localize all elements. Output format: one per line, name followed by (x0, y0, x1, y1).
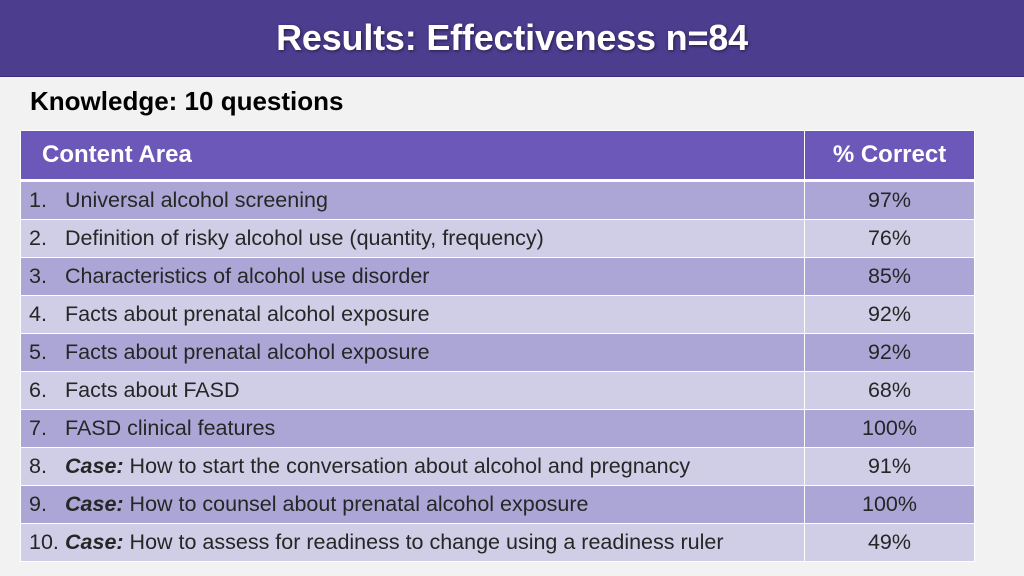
table-row: 2. Definition of risky alcohol use (quant… (20, 219, 975, 258)
table-row: 4. Facts about prenatal alcohol exposure … (20, 295, 975, 334)
table-row: 3. Characteristics of alcohol use disorde… (20, 257, 975, 296)
content-area-cell: 2. Definition of risky alcohol use (quant… (20, 219, 805, 258)
content-area-cell: 8. Case: How to start the conversation ab… (20, 447, 805, 486)
percent-correct-cell: 92% (804, 295, 975, 334)
section-subtitle: Knowledge: 10 questions (30, 86, 344, 116)
table-row: 8. Case: How to start the conversation ab… (20, 447, 975, 486)
percent-correct-cell: 76% (804, 219, 975, 258)
percent-correct-cell: 91% (804, 447, 975, 486)
percent-correct-cell: 92% (804, 333, 975, 372)
content-area-cell: 10. Case: How to assess for readiness to … (20, 523, 805, 562)
case-label: Case: (65, 530, 124, 554)
table-row: 10. Case: How to assess for readiness to … (20, 523, 975, 562)
table-row: 7. FASD clinical features 100% (20, 409, 975, 448)
percent-correct-cell: 100% (804, 409, 975, 448)
percent-correct-cell: 49% (804, 523, 975, 562)
item-number: 5. (29, 340, 47, 364)
item-text: Characteristics of alcohol use disorder (65, 264, 430, 288)
title-bar: Results: Effectiveness n=84 (0, 0, 1024, 77)
percent-correct-cell: 97% (804, 180, 975, 220)
item-text: How to counsel about prenatal alcohol ex… (123, 492, 589, 516)
item-number: 3. (29, 264, 47, 288)
item-text: How to assess for readiness to change us… (123, 530, 724, 554)
percent-correct-cell: 100% (804, 485, 975, 524)
item-number: 10. (29, 530, 59, 554)
table-header-row: Content Area % Correct (20, 130, 975, 182)
table-row: 9. Case: How to counsel about prenatal al… (20, 485, 975, 524)
content-area-cell: 5. Facts about prenatal alcohol exposure (20, 333, 805, 372)
item-text: FASD clinical features (65, 416, 276, 440)
item-text: How to start the conversation about alco… (123, 454, 691, 478)
item-text: Universal alcohol screening (65, 188, 328, 212)
item-text: Facts about prenatal alcohol exposure (65, 302, 430, 326)
content-area-cell: 4. Facts about prenatal alcohol exposure (20, 295, 805, 334)
table-row: 5. Facts about prenatal alcohol exposure … (20, 333, 975, 372)
percent-correct-cell: 68% (804, 371, 975, 410)
column-header-content-area: Content Area (20, 130, 805, 182)
column-header-percent-correct: % Correct (804, 130, 975, 182)
item-text: Definition of risky alcohol use (quantit… (65, 226, 544, 250)
content-area-cell: 7. FASD clinical features (20, 409, 805, 448)
item-text: Facts about FASD (65, 378, 240, 402)
item-text: Facts about prenatal alcohol exposure (65, 340, 430, 364)
table-row: 1. Universal alcohol screening 97% (20, 180, 975, 220)
percent-correct-cell: 85% (804, 257, 975, 296)
item-number: 6. (29, 378, 47, 402)
table-row: 6. Facts about FASD 68% (20, 371, 975, 410)
item-number: 7. (29, 416, 47, 440)
results-table: Content Area % Correct 1. Universal alcoh… (20, 130, 975, 562)
item-number: 8. (29, 454, 47, 478)
content-area-cell: 9. Case: How to counsel about prenatal al… (20, 485, 805, 524)
slide-title: Results: Effectiveness n=84 (276, 17, 748, 58)
case-label: Case: (65, 454, 124, 478)
item-number: 2. (29, 226, 47, 250)
content-area-cell: 3. Characteristics of alcohol use disorde… (20, 257, 805, 296)
item-number: 1. (29, 188, 47, 212)
item-number: 4. (29, 302, 47, 326)
case-label: Case: (65, 492, 124, 516)
content-area-cell: 6. Facts about FASD (20, 371, 805, 410)
item-number: 9. (29, 492, 47, 516)
content-area-cell: 1. Universal alcohol screening (20, 180, 805, 220)
